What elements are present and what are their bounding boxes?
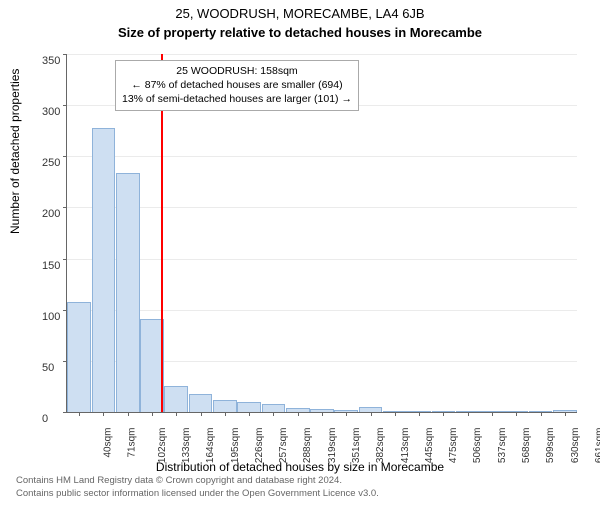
xtick-mark — [176, 412, 177, 416]
ytick-mark — [63, 156, 67, 157]
chart-area: 25 WOODRUSH: 158sqm← 87% of detached hou… — [66, 54, 576, 412]
xtick-label: 382sqm — [375, 428, 386, 464]
ytick-label: 150 — [42, 260, 60, 276]
xtick-label: 71sqm — [127, 428, 138, 458]
footer-line1: Contains HM Land Registry data © Crown c… — [16, 475, 379, 487]
xtick-label: 195sqm — [230, 428, 241, 464]
ytick-mark — [63, 259, 67, 260]
chart-container: 25, WOODRUSH, MORECAMBE, LA4 6JB Size of… — [0, 6, 600, 506]
histogram-bar — [213, 400, 237, 412]
xtick-mark — [79, 412, 80, 416]
histogram-bar — [140, 319, 164, 412]
annotation-line2: ← 87% of detached houses are smaller (69… — [122, 78, 352, 92]
xtick-mark — [492, 412, 493, 416]
annotation-box: 25 WOODRUSH: 158sqm← 87% of detached hou… — [115, 60, 359, 111]
xtick-mark — [225, 412, 226, 416]
xtick-mark — [249, 412, 250, 416]
annotation-line3: 13% of semi-detached houses are larger (… — [122, 92, 352, 106]
ytick-label: 200 — [42, 208, 60, 224]
xtick-label: 568sqm — [521, 428, 532, 464]
xtick-mark — [468, 412, 469, 416]
ytick-label: 250 — [42, 157, 60, 173]
annotation-line1: 25 WOODRUSH: 158sqm — [122, 64, 352, 78]
xtick-mark — [395, 412, 396, 416]
xtick-label: 445sqm — [424, 428, 435, 464]
gridline — [67, 310, 577, 311]
ytick-label: 300 — [42, 106, 60, 122]
ytick-mark — [63, 207, 67, 208]
xtick-label: 475sqm — [448, 428, 459, 464]
histogram-bar — [237, 402, 261, 412]
xtick-label: 226sqm — [254, 428, 265, 464]
xtick-label: 599sqm — [545, 428, 556, 464]
y-axis-label: Number of detached properties — [8, 69, 22, 234]
footer-line2: Contains public sector information licen… — [16, 488, 379, 500]
histogram-bar — [92, 128, 116, 412]
histogram-bar — [189, 394, 213, 412]
xtick-mark — [371, 412, 372, 416]
xtick-mark — [419, 412, 420, 416]
xtick-mark — [565, 412, 566, 416]
x-axis-label: Distribution of detached houses by size … — [0, 460, 600, 474]
xtick-label: 40sqm — [103, 428, 114, 458]
xtick-label: 630sqm — [570, 428, 581, 464]
ytick-label: 350 — [42, 55, 60, 71]
xtick-mark — [322, 412, 323, 416]
page-address: 25, WOODRUSH, MORECAMBE, LA4 6JB — [0, 6, 600, 21]
gridline — [67, 54, 577, 55]
plot-area: 25 WOODRUSH: 158sqm← 87% of detached hou… — [66, 54, 577, 413]
xtick-mark — [103, 412, 104, 416]
ytick-mark — [63, 105, 67, 106]
xtick-label: 288sqm — [303, 428, 314, 464]
chart-title: Size of property relative to detached ho… — [0, 25, 600, 40]
gridline — [67, 156, 577, 157]
xtick-label: 319sqm — [327, 428, 338, 464]
xtick-label: 133sqm — [181, 428, 192, 464]
xtick-mark — [443, 412, 444, 416]
ytick-label: 50 — [42, 362, 54, 378]
ytick-mark — [63, 54, 67, 55]
xtick-mark — [152, 412, 153, 416]
xtick-label: 413sqm — [400, 428, 411, 464]
xtick-label: 661sqm — [594, 428, 600, 464]
xtick-label: 506sqm — [473, 428, 484, 464]
xtick-mark — [128, 412, 129, 416]
ytick-label: 100 — [42, 311, 60, 327]
xtick-mark — [541, 412, 542, 416]
xtick-mark — [516, 412, 517, 416]
gridline — [67, 259, 577, 260]
ytick-mark — [63, 412, 67, 413]
histogram-bar — [67, 302, 91, 412]
footer-attribution: Contains HM Land Registry data © Crown c… — [16, 475, 379, 500]
xtick-label: 102sqm — [157, 428, 168, 464]
xtick-label: 257sqm — [278, 428, 289, 464]
histogram-bar — [116, 173, 140, 412]
gridline — [67, 207, 577, 208]
xtick-mark — [201, 412, 202, 416]
xtick-mark — [273, 412, 274, 416]
xtick-label: 351sqm — [351, 428, 362, 464]
xtick-label: 537sqm — [497, 428, 508, 464]
histogram-bar — [164, 386, 188, 412]
ytick-label: 0 — [42, 413, 48, 429]
xtick-label: 164sqm — [205, 428, 216, 464]
xtick-mark — [346, 412, 347, 416]
xtick-mark — [298, 412, 299, 416]
histogram-bar — [262, 404, 286, 412]
